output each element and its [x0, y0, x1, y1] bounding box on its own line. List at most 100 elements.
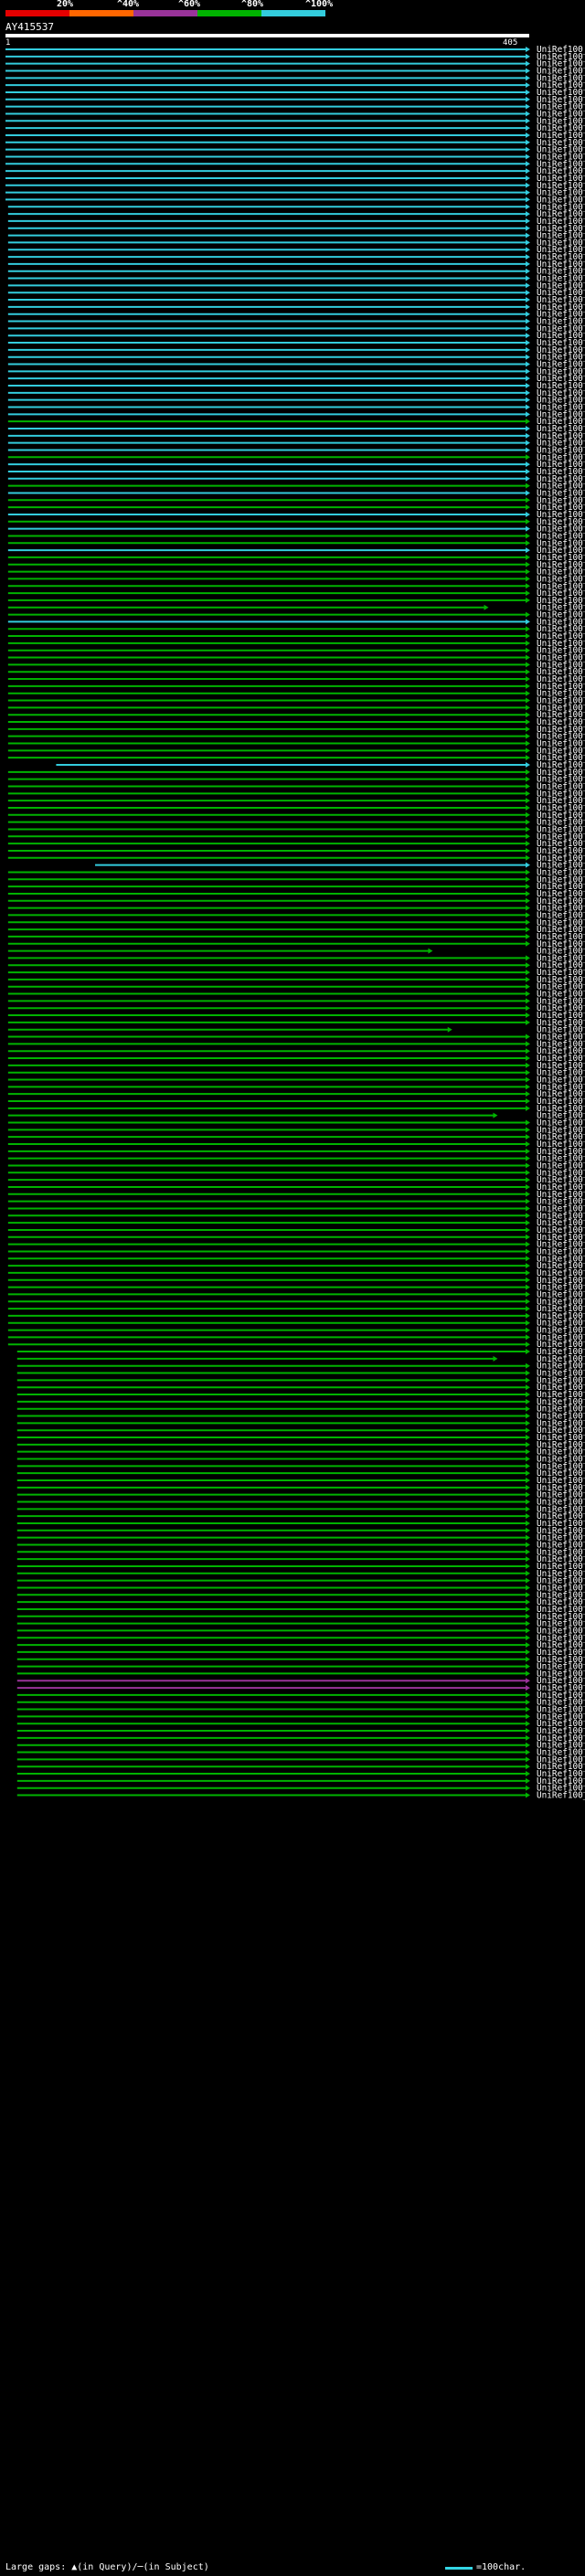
hit-row[interactable]: UniRef100_C7J4G2	[7, 682, 585, 692]
hit-row[interactable]: UniRef100_C1DYZ3	[16, 1626, 585, 1636]
hit-row[interactable]: UniRef100_B4FP91	[7, 525, 585, 535]
hit-label[interactable]: UniRef100_C5A694	[537, 1655, 585, 1665]
hit-row[interactable]: UniRef100_C6TBX0	[5, 188, 585, 198]
hit-row[interactable]: UniRef100_Q41412	[7, 596, 585, 606]
hit-label[interactable]: UniRef100_B9WFT3	[537, 1712, 585, 1722]
hit-label[interactable]: UniRef100_Q2JTG3	[537, 1175, 585, 1185]
hit-row[interactable]: UniRef100_B5SAA5	[7, 1297, 585, 1307]
hit-label[interactable]: UniRef100_C5Y545	[537, 1597, 585, 1607]
hit-row[interactable]: UniRef100_Q8H289	[7, 295, 585, 305]
hit-label[interactable]: UniRef100_A0YF28	[537, 939, 585, 949]
hit-label[interactable]: UniRef100_Q41416	[537, 760, 585, 770]
hit-label[interactable]: UniRef100_B9H6R7	[537, 431, 585, 441]
hit-row[interactable]: UniRef100_B9QX19	[7, 904, 585, 914]
hit-label[interactable]: UniRef100_A7QBF5	[537, 195, 585, 205]
hit-row[interactable]: UniRef100_Q41416	[56, 760, 585, 770]
hit-row[interactable]: UniRef100_C7PVF9	[7, 824, 585, 834]
hit-row[interactable]: UniRef100_UP1000...	[7, 1319, 585, 1329]
hit-label[interactable]: UniRef100_A7QYP2	[537, 1412, 585, 1422]
hit-label[interactable]: UniRef100_C1DYZ3	[537, 1626, 585, 1636]
hit-row[interactable]: UniRef100_B5I707	[7, 1311, 585, 1321]
hit-label[interactable]: UniRef100_A7PNY7	[537, 996, 585, 1006]
hit-row[interactable]: UniRef100_B9SAT8	[7, 288, 585, 298]
hit-label[interactable]: UniRef100_Q8H289	[537, 295, 585, 305]
hit-label[interactable]: UniRef100_B3KTU8	[537, 1511, 585, 1521]
hit-row[interactable]: UniRef100_A3Q6Z4	[16, 1540, 585, 1550]
hit-row[interactable]: UniRef100_B9RFD7	[5, 131, 585, 141]
hit-label[interactable]: UniRef100_UP1000...	[537, 789, 585, 799]
hit-label[interactable]: UniRef100_Q8G663	[537, 482, 585, 492]
hit-row[interactable]: UniRef100_A5NTI4	[7, 1197, 585, 1207]
hit-label[interactable]: UniRef100_C7PVF9	[537, 824, 585, 834]
hit-row[interactable]: UniRef100_B4WEL7	[16, 1648, 585, 1658]
hit-label[interactable]: UniRef100_A0YHB3	[537, 910, 585, 920]
hit-label[interactable]: UniRef100_Q41414	[537, 689, 585, 699]
hit-label[interactable]: UniRef100_A7Q8F2	[537, 252, 585, 262]
hit-label[interactable]: UniRef100_A9S933	[537, 1025, 585, 1035]
hit-label[interactable]: UniRef100_C5YNP8	[537, 768, 585, 778]
hit-label[interactable]: UniRef100_P34913	[537, 1519, 585, 1529]
hit-row[interactable]: UniRef100_Q49857	[5, 59, 585, 69]
hit-row[interactable]: UniRef100_C5Y7X0	[7, 710, 585, 720]
hit-label[interactable]: UniRef100_B5SAA5	[537, 1297, 585, 1307]
hit-row[interactable]: UniRef100_Q42566	[7, 353, 585, 363]
hit-row[interactable]: UniRef100_UP1000...	[7, 653, 585, 663]
hit-label[interactable]: UniRef100_C6EQ52	[537, 1569, 585, 1579]
hit-label[interactable]: UniRef100_B9I5J8	[537, 960, 585, 970]
hit-label[interactable]: UniRef100_A7NL32	[537, 1776, 585, 1786]
hit-label[interactable]: UniRef100_B81V05	[537, 1476, 585, 1486]
hit-label[interactable]: UniRef100_B2HE26	[537, 1061, 585, 1071]
hit-row[interactable]: UniRef100_A9S933	[7, 1025, 585, 1035]
hit-row[interactable]: UniRef100_B5J202	[7, 1304, 585, 1314]
hit-row[interactable]: UniRef100_C5SWD3	[16, 1440, 585, 1450]
hit-label[interactable]: UniRef100_B5S169	[537, 1562, 585, 1572]
hit-row[interactable]: UniRef100_Q85QX2	[7, 403, 585, 413]
hit-row[interactable]: UniRef100_Q41415	[7, 546, 585, 556]
hit-label[interactable]: UniRef100_B8AL56	[537, 732, 585, 742]
hit-row[interactable]: UniRef100_C5Y3F1	[7, 953, 585, 963]
hit-label[interactable]: UniRef100_A9GRP4	[537, 1397, 585, 1407]
hit-label[interactable]: UniRef100_A6VHE3	[537, 1383, 585, 1393]
hit-row[interactable]: UniRef100_C5A694	[16, 1655, 585, 1665]
hit-row[interactable]: UniRef100_A6V8Y0	[16, 1784, 585, 1794]
hit-label[interactable]: UniRef100_UP1000...	[537, 1676, 585, 1686]
hit-label[interactable]: UniRef100_Q6Q2C2	[537, 1719, 585, 1729]
hit-label[interactable]: UniRef100_B9NQ25	[537, 917, 585, 928]
hit-label[interactable]: UniRef100_C6TNC5	[537, 588, 585, 599]
hit-label[interactable]: UniRef100_UP1000...	[537, 1340, 585, 1350]
hit-label[interactable]: UniRef100_Q0JJJ0	[537, 667, 585, 677]
hit-row[interactable]: UniRef100_C6TM11	[5, 45, 585, 55]
hit-row[interactable]: UniRef100_A9GRP4	[16, 1397, 585, 1407]
hit-row[interactable]: UniRef100_C0PI43	[7, 1268, 585, 1278]
hit-label[interactable]: UniRef100_B7FKH3	[537, 95, 585, 105]
hit-label[interactable]: UniRef100_Q9FDW3	[537, 624, 585, 634]
hit-row[interactable]: UniRef100_B7FJ70	[5, 145, 585, 155]
hit-label[interactable]: UniRef100_UP1000...	[537, 1190, 585, 1200]
hit-row[interactable]: UniRef100_Q9M9W5	[7, 260, 585, 270]
hit-row[interactable]: UniRef100_Q9XA39	[7, 1168, 585, 1178]
hit-row[interactable]: UniRef100_UP1000...	[7, 1240, 585, 1250]
hit-label[interactable]: UniRef100_B3VMR3	[537, 181, 585, 191]
hit-row[interactable]: UniRef100_B1M693	[7, 889, 585, 899]
hit-row[interactable]: UniRef100_Q6DJ19	[7, 1246, 585, 1256]
hit-row[interactable]: UniRef100_A6NVJ5	[7, 818, 585, 828]
hit-label[interactable]: UniRef100_UP1000...	[537, 1240, 585, 1250]
hit-label[interactable]: UniRef100_B1M3U3	[537, 1633, 585, 1643]
hit-row[interactable]: UniRef100_C5WU07	[7, 538, 585, 548]
hit-label[interactable]: UniRef100_B8BHP8	[537, 1669, 585, 1679]
hit-label[interactable]: UniRef100_B4FNN8	[537, 1698, 585, 1708]
hit-row[interactable]: UniRef100_B4FF23	[7, 725, 585, 735]
hit-label[interactable]: UniRef100_Q0WMD1	[537, 617, 585, 627]
hit-row[interactable]: UniRef100_Q5N6E7	[16, 1576, 585, 1586]
hit-row[interactable]: UniRef100_A7NL32	[16, 1776, 585, 1786]
hit-row[interactable]: UniRef100_C5YFU9	[7, 452, 585, 462]
hit-row[interactable]: UniRef100_B4DFE9	[16, 1497, 585, 1507]
hit-label[interactable]: UniRef100_UP1000...	[537, 1089, 585, 1099]
hit-row[interactable]: UniRef100_Q7CTI0	[7, 832, 585, 842]
hit-row[interactable]: UniRef100_B9NQ25	[7, 917, 585, 928]
hit-label[interactable]: UniRef100_UP1000...	[537, 581, 585, 591]
hit-row[interactable]: UniRef100_Q0WMD1	[7, 617, 585, 627]
hit-row[interactable]: UniRef100_B4V5B0	[16, 1426, 585, 1436]
hit-row[interactable]: UniRef100_Q88LM3	[7, 882, 585, 892]
hit-label[interactable]: UniRef100_A5CLL2	[537, 839, 585, 849]
